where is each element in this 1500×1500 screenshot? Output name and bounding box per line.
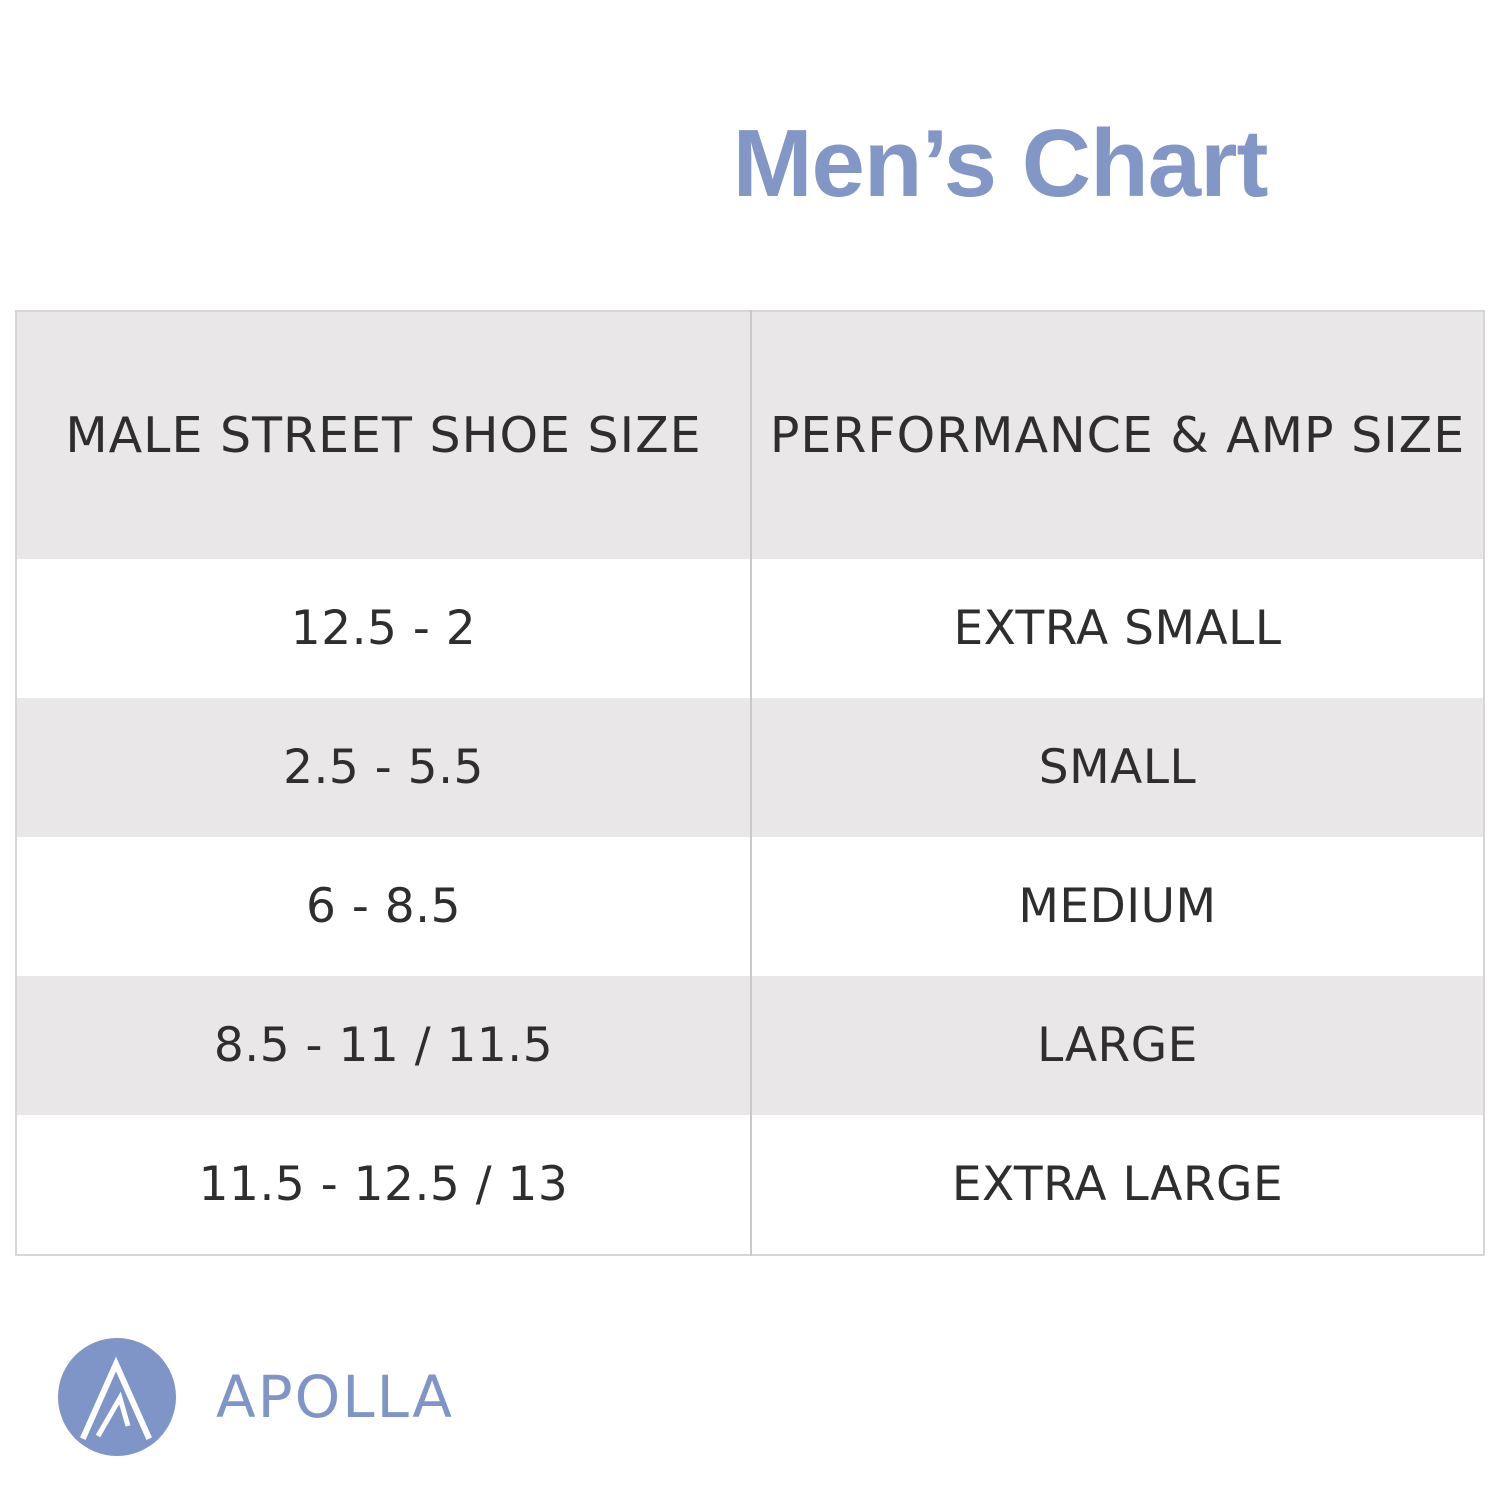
header-performance-amp-size: PERFORMANCE & AMP SIZE (750, 311, 1484, 559)
street-size-cell: 12.5 - 2 (290, 601, 477, 656)
page-title: Men’s Chart (732, 110, 1269, 217)
table-row: 12.5 - 2 EXTRA SMALL (16, 559, 1484, 698)
amp-size-cell: MEDIUM (750, 837, 1484, 976)
table-row: 2.5 - 5.5 SMALL (16, 698, 1484, 837)
table-row: 11.5 - 12.5 / 13 EXTRA LARGE (16, 1115, 1484, 1255)
brand-logo: APOLLA (58, 1338, 454, 1456)
table-row: 6 - 8.5 MEDIUM (16, 837, 1484, 976)
street-size-cell: 8.5 - 11 / 11.5 (213, 1018, 554, 1073)
amp-size-cell: SMALL (750, 698, 1484, 837)
brand-name: APOLLA (216, 1363, 454, 1431)
amp-size-cell: LARGE (750, 976, 1484, 1115)
size-chart-table: MALE STREET SHOE SIZE PERFORMANCE & AMP … (15, 310, 1485, 1256)
table-header-row: MALE STREET SHOE SIZE PERFORMANCE & AMP … (16, 311, 1484, 559)
street-size-cell: 6 - 8.5 (306, 879, 461, 934)
amp-size-cell: EXTRA SMALL (750, 559, 1484, 698)
street-size-cell: 2.5 - 5.5 (283, 740, 484, 795)
table-row: 8.5 - 11 / 11.5 LARGE (16, 976, 1484, 1115)
street-size-cell: 11.5 - 12.5 / 13 (198, 1157, 569, 1212)
amp-size-cell: EXTRA LARGE (750, 1115, 1484, 1255)
header-street-shoe-size: MALE STREET SHOE SIZE (65, 406, 702, 464)
apolla-a-monogram-icon (58, 1338, 176, 1456)
